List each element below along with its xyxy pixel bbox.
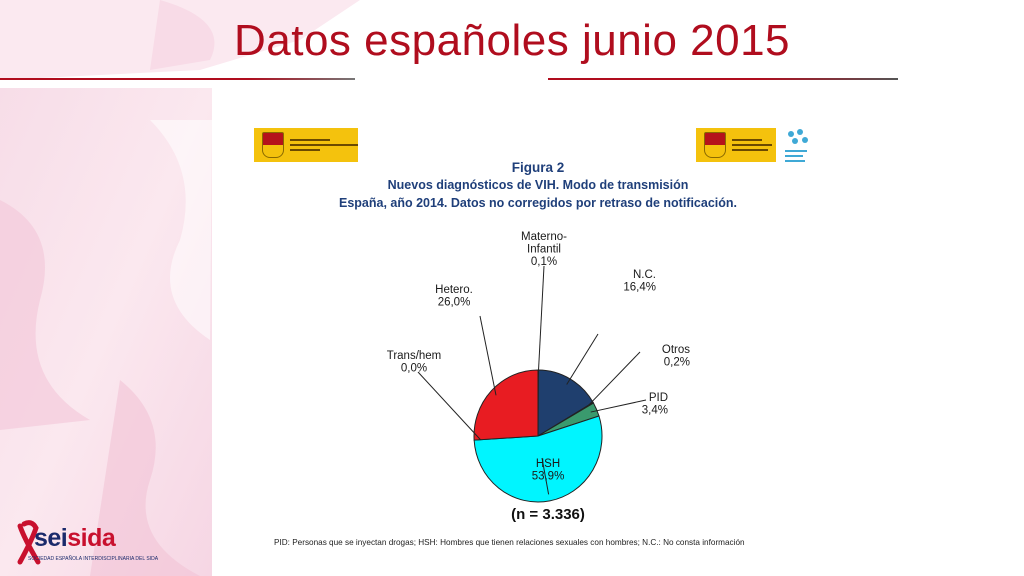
leader-line (479, 315, 497, 396)
leader-line (417, 371, 481, 441)
figure-number: Figura 2 (511, 160, 565, 175)
slice-label-n-c-: N.C. 16,4% (623, 269, 656, 294)
seisida-ribbon-icon (17, 520, 41, 565)
isciii-logo (785, 129, 808, 162)
slice-label-pid: PID 3,4% (642, 392, 668, 417)
slice-label-materno-infantil: Materno-Infantil 0,1% (521, 231, 567, 268)
sample-size: (n = 3.336) (511, 506, 585, 523)
seisida-wordmark: seisida (34, 524, 116, 553)
ministry-economy-logo (696, 128, 776, 162)
coat-of-arms-icon (704, 132, 726, 158)
figure-subtitle-line2: España, año 2014. Datos no corregidos po… (338, 196, 738, 210)
figure-footnote: PID: Personas que se inyectan drogas; HS… (274, 538, 745, 547)
figure-panel: Figura 2 Nuevos diagnósticos de VIH. Mod… (248, 118, 810, 558)
seisida-prefix: sei (34, 524, 68, 552)
coat-of-arms-icon (262, 132, 284, 158)
pie-labels: Materno-Infantil 0,1% N.C. 16,4% Otros 0,2% PI… (387, 231, 691, 483)
title-rule-left (0, 78, 355, 80)
title-rule-right (548, 78, 898, 80)
ministry-health-logo (254, 128, 358, 162)
slide-title: Datos españoles junio 2015 (233, 16, 791, 65)
pie-leader-lines (417, 265, 647, 495)
leader-line (566, 333, 599, 385)
seisida-tagline: SOCIEDAD ESPAÑOLA INTERDISCIPLINARIA DEL… (28, 556, 159, 562)
slice-label-otros: Otros 0,2% (662, 344, 690, 369)
pie-slice-hsh (473, 415, 603, 503)
figure-subtitle-line1: Nuevos diagnósticos de VIH. Modo de tran… (387, 178, 689, 192)
pie-slice-hetero- (473, 369, 539, 441)
seisida-suffix: sida (67, 524, 116, 552)
slice-label-hetero-: Hetero. 26,0% (435, 284, 473, 309)
leader-line (587, 351, 641, 407)
leader-line (590, 399, 647, 413)
leader-line (541, 457, 550, 495)
pie-slices (473, 369, 603, 503)
slice-label-trans-hem: Trans/hem 0,0% (387, 350, 442, 375)
slice-label-hsh: HSH 53,9% (532, 458, 565, 483)
pie-chart: Materno-Infantil 0,1% N.C. 16,4% Otros 0,2% PI… (387, 231, 691, 503)
leader-line (537, 265, 545, 377)
